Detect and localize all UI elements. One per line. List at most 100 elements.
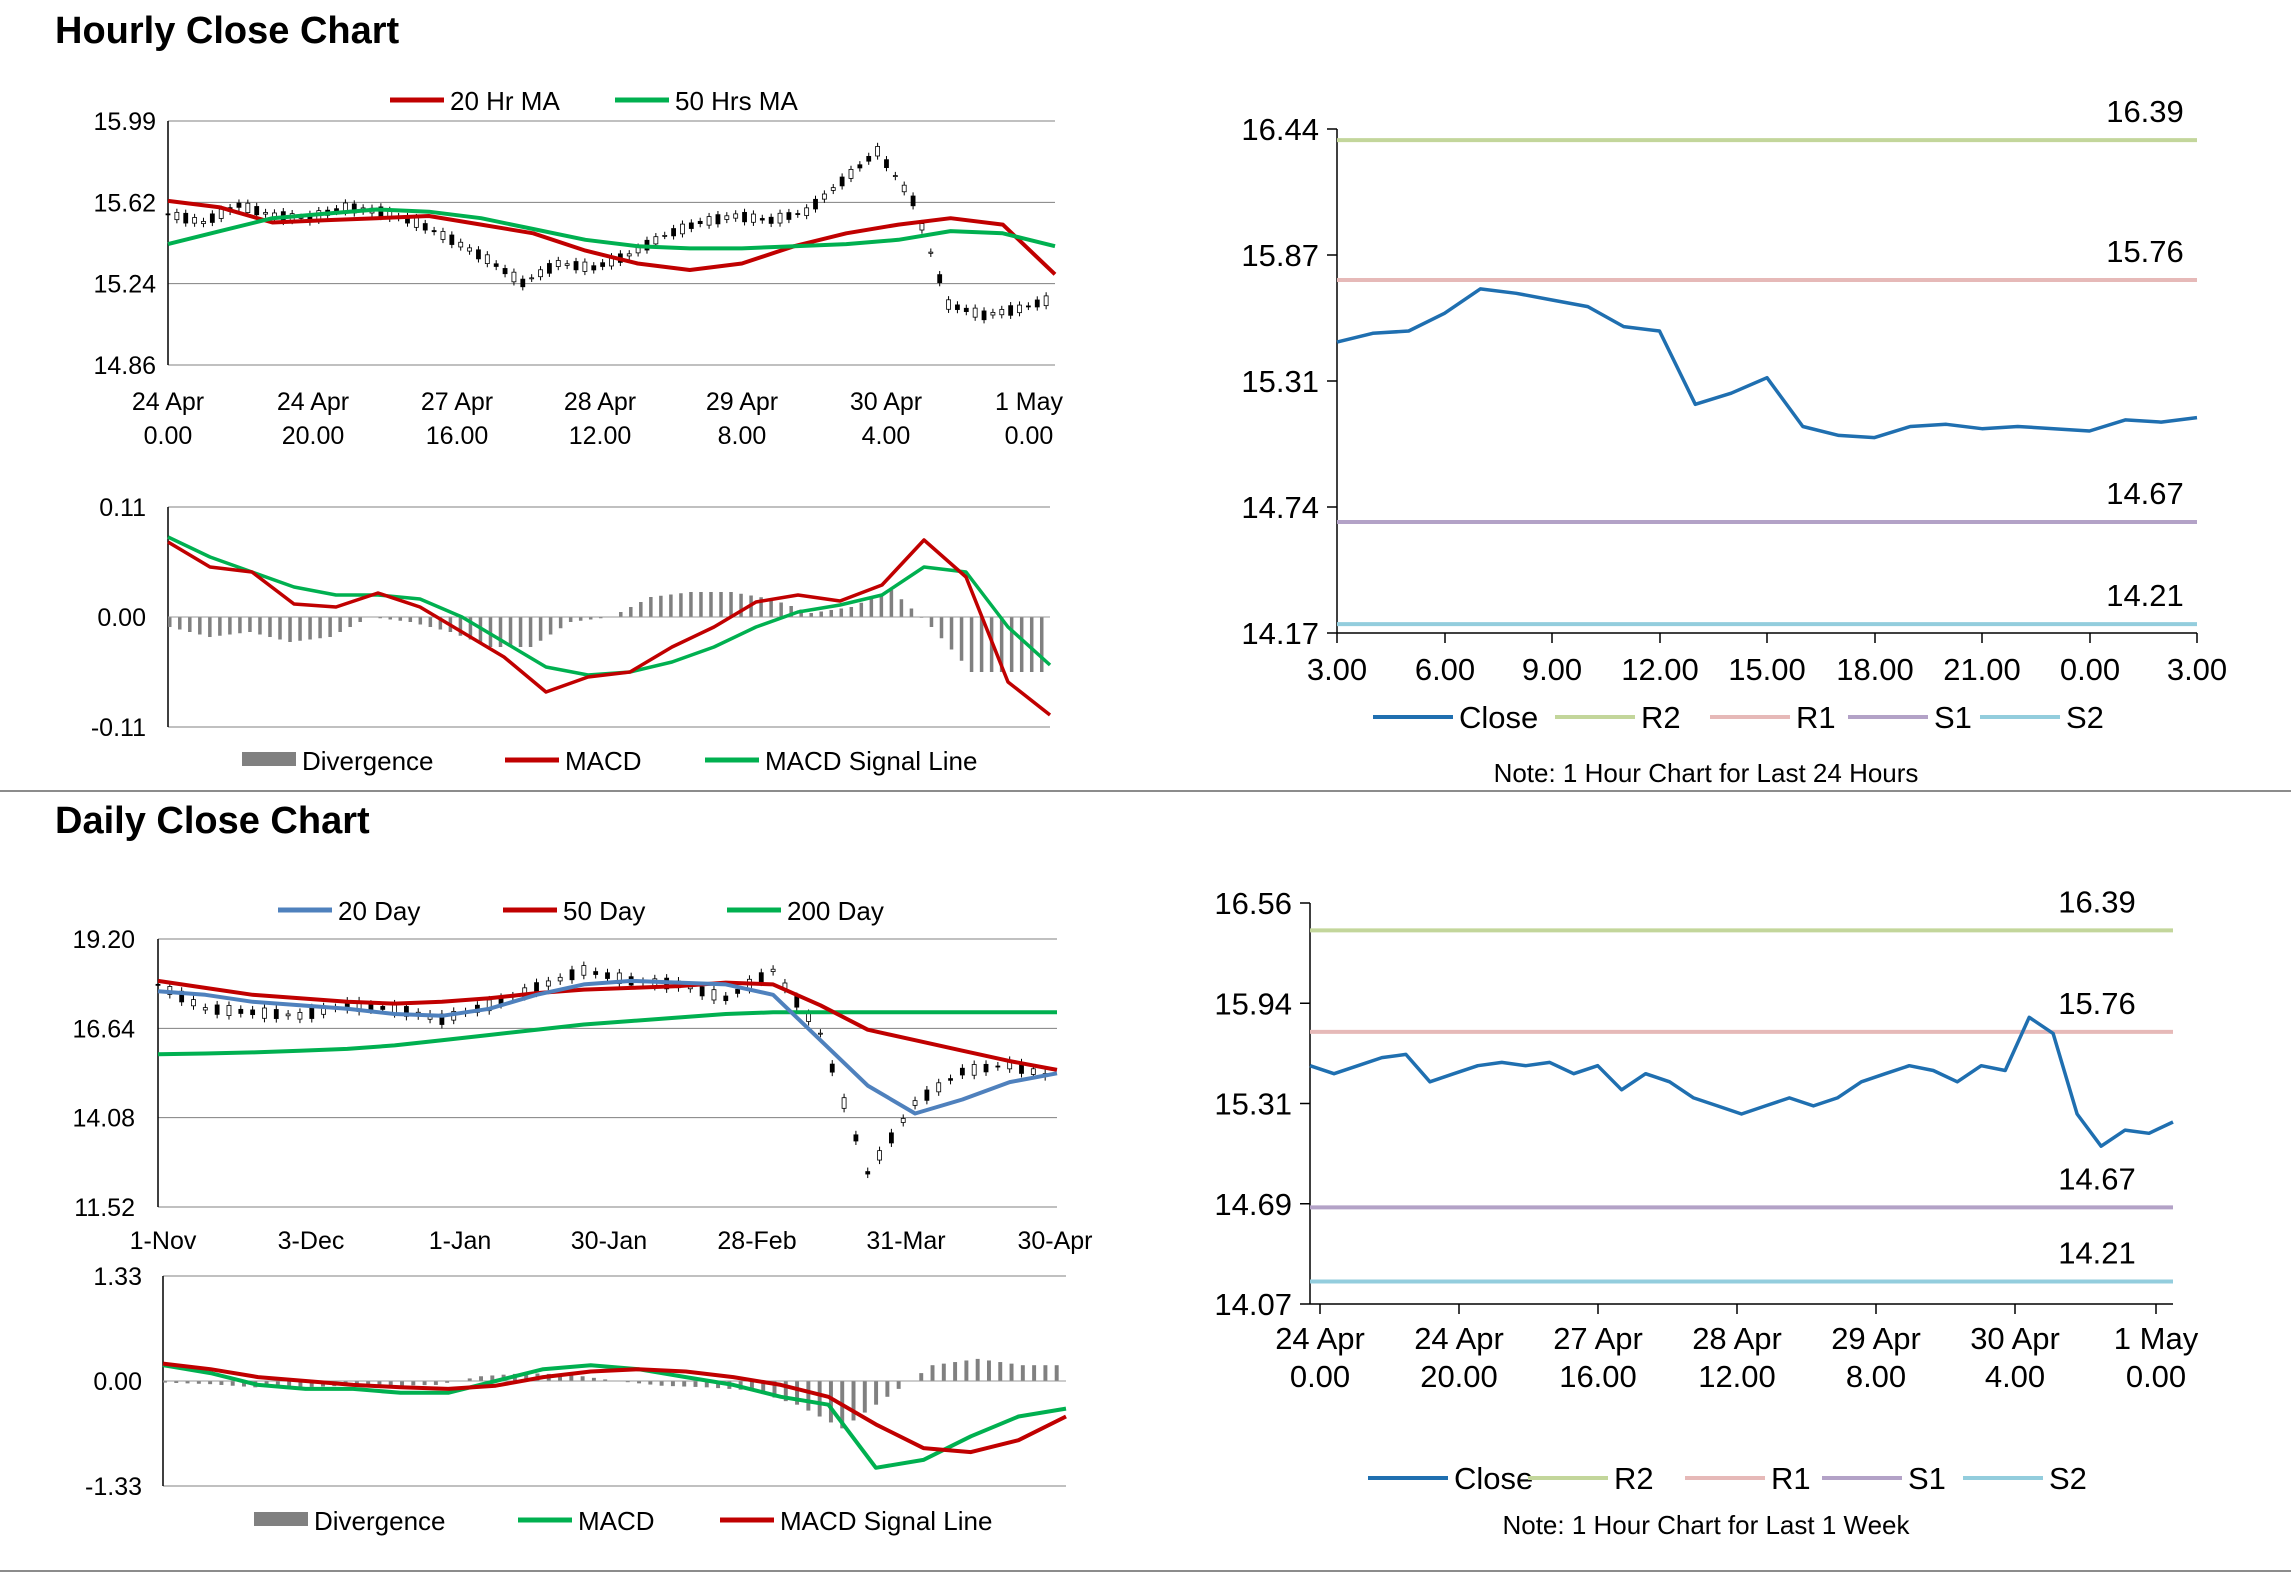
hourly-candles-xtick-time: 8.00 <box>718 422 767 450</box>
hourly-macd-legend-divergence-label: Divergence <box>302 746 434 776</box>
hourly-candles-candle-body <box>875 146 880 157</box>
hourly-candles-candle-body <box>1034 299 1040 308</box>
hourly-macd-divergence-bar <box>889 590 894 617</box>
hourly-1week-ytick: 16.56 <box>1214 886 1292 921</box>
hourly-24h-legend-close-label: Close <box>1459 700 1538 735</box>
daily-candles-candle-body <box>877 1150 882 1161</box>
daily-macd-divergence-bar <box>242 1381 246 1387</box>
hourly-macd-divergence-bar <box>809 613 813 617</box>
hourly-candles-candle-body <box>555 260 561 267</box>
hourly-1week-legend-r2-label: R2 <box>1614 1461 1654 1496</box>
hourly-1week-xtick-date: 24 Apr <box>1414 1321 1504 1356</box>
hourly-candles-candle-body <box>733 213 739 219</box>
hourly-candles-xtick-date: 29 Apr <box>706 388 778 416</box>
daily-macd-divergence-bar <box>388 1381 393 1386</box>
hourly-24h-ytick: 15.31 <box>1241 364 1319 399</box>
daily-section-title: Daily Close Chart <box>55 800 370 842</box>
daily-macd-divergence-bar <box>930 1365 935 1381</box>
hourly-1week-level-r2-label: 16.39 <box>2058 884 2136 919</box>
hourly-candles-xtick-date: 30 Apr <box>850 388 922 416</box>
daily-candles-candle-body <box>699 986 705 997</box>
hourly-macd-divergence-bar <box>839 608 844 617</box>
hourly-candles-ytick: 15.99 <box>93 108 156 136</box>
daily-candles-candle-body <box>758 972 764 983</box>
hourly-1week-xtick-time: 8.00 <box>1846 1359 1906 1394</box>
hourly-macd-line <box>167 538 1052 717</box>
daily-candles-candle-body <box>995 1065 1001 1068</box>
daily-macd-divergence-bar <box>953 1362 958 1381</box>
hourly-macd-divergence-bar <box>558 617 563 629</box>
hourly-1week-close-line <box>1309 1015 2174 1148</box>
hourly-macd-divergence-bar <box>879 594 884 617</box>
hourly-macd-divergence-bar <box>669 594 673 617</box>
hourly-candles-candle-body <box>413 217 419 228</box>
hourly-1week-legend-r1-label: R1 <box>1771 1461 1811 1496</box>
daily-macd-divergence-bar <box>591 1377 596 1381</box>
hourly-macd-divergence-bar <box>208 617 212 637</box>
hourly-macd-divergence-bar <box>518 617 523 647</box>
hourly-macd-divergence-bar <box>438 617 443 630</box>
daily-macd-divergence-bar <box>828 1381 833 1423</box>
daily-candles-candle-body <box>214 1004 220 1015</box>
daily-candles-candle-body <box>959 1067 965 1076</box>
hourly-candles-candle-body <box>715 214 721 225</box>
daily-macd-line <box>162 1363 1067 1470</box>
hourly-macd-divergence-bar <box>709 592 713 617</box>
daily-candles-ytick: 19.20 <box>72 926 135 954</box>
hourly-macd-divergence-bar <box>318 617 322 639</box>
daily-macd-divergence-bar <box>366 1381 371 1386</box>
section-divider <box>0 790 2291 792</box>
daily-macd-divergence-bar <box>670 1381 675 1387</box>
hourly-candles-candle-body <box>742 211 747 223</box>
hourly-macd-divergence-bar <box>238 617 242 634</box>
hourly-1week-xtick-time: 0.00 <box>1290 1359 1350 1394</box>
hourly-24h-legend-r2-label: R2 <box>1641 700 1681 735</box>
daily-macd-divergence-bar <box>851 1381 856 1421</box>
hourly-macd-divergence-bar <box>338 617 342 632</box>
hourly-macd-divergence-bar <box>819 611 823 617</box>
daily-macd-divergence-bar <box>1009 1363 1014 1381</box>
daily-candles-candle-body <box>155 983 161 986</box>
hourly-candles-candle-body <box>946 299 951 310</box>
daily-macd-divergence-bar <box>467 1378 472 1381</box>
hourly-macd-divergence-bar <box>799 609 803 617</box>
hourly-candles-xtick-date: 28 Apr <box>564 388 636 416</box>
hourly-candles-xtick-time: 12.00 <box>569 422 632 450</box>
hourly-candles-candle-body <box>573 261 579 271</box>
hourly-candles-candle-body <box>786 212 792 220</box>
hourly-candles-xtick-date: 1 May <box>995 388 1064 416</box>
daily-candles-xtick: 1-Jan <box>429 1227 492 1255</box>
hourly-candles-candle-body <box>848 169 854 179</box>
hourly-candles-candle-body <box>1043 295 1049 307</box>
hourly-1week-xtick-date: 30 Apr <box>1970 1321 2060 1356</box>
hourly-macd-divergence-bar <box>308 617 312 640</box>
daily-macd-divergence-bar <box>219 1381 224 1385</box>
hourly-1week-xtick-time: 16.00 <box>1559 1359 1637 1394</box>
hourly-24h-ytick: 14.17 <box>1241 616 1319 651</box>
daily-candles-candle-body <box>735 988 741 994</box>
daily-macd-legend-signal-label: MACD Signal Line <box>780 1506 992 1536</box>
daily-macd-divergence-bar <box>208 1381 213 1385</box>
daily-candles-candle-body <box>888 1132 894 1144</box>
hourly-candles-candle-body <box>547 263 552 274</box>
daily-candles-candle-body <box>829 1063 835 1073</box>
hourly-macd-divergence-bar <box>1019 617 1024 672</box>
hourly-macd-divergence-bar <box>538 617 543 641</box>
hourly-1week-level-s2-label: 14.21 <box>2058 1235 2136 1270</box>
hourly-macd-divergence-bar <box>468 617 473 640</box>
hourly-24h-level-s1-label: 14.67 <box>2106 476 2184 511</box>
hourly-1week-xtick-time: 0.00 <box>2126 1359 2186 1394</box>
hourly-macd-divergence-bar <box>188 617 192 632</box>
hourly-macd-divergence-bar <box>548 617 553 635</box>
daily-ma200-line <box>157 1010 1057 1057</box>
hourly-candles-candle-body <box>538 269 543 278</box>
hourly-macd-divergence-bar <box>278 617 282 640</box>
daily-legend-ma50-label: 50 Day <box>563 896 645 926</box>
daily-macd-signal-line <box>162 1361 1067 1455</box>
hourly-candles-candle-body <box>1008 305 1014 316</box>
hourly-macd-divergence-bar <box>869 598 874 617</box>
daily-candles-candle-body <box>1030 1068 1036 1075</box>
hourly-candles-candle-body <box>431 230 437 233</box>
daily-macd-divergence-bar <box>524 1373 529 1381</box>
